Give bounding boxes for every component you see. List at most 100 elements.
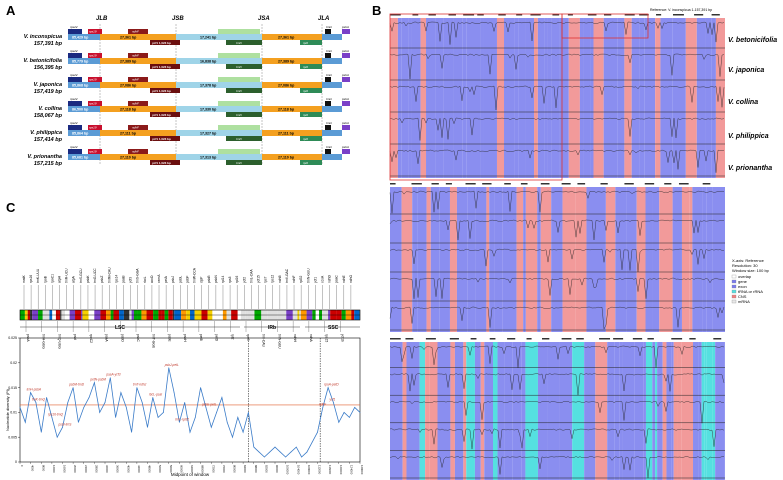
lsc-segment — [68, 58, 100, 64]
peak-label: rps16-trnQ — [48, 412, 64, 416]
gene-ndhF — [128, 149, 148, 154]
mvista-species-labels: V. betonicifolia V. japonica V. collina … — [728, 37, 777, 172]
ssc-segment — [176, 58, 262, 64]
peak-label: rpoA-petD — [324, 383, 339, 387]
legend-item-label: gene — [738, 279, 748, 284]
mvista-stripe — [435, 18, 444, 178]
mvista-stripe — [390, 342, 403, 480]
gene-rpl2-label: rpl2 — [303, 113, 308, 117]
x-tick-label: 60000 — [179, 465, 183, 473]
mvista-gene-arrow — [600, 183, 608, 185]
gene-trnH — [325, 29, 331, 34]
gene-rps19-label: rps19 — [89, 54, 97, 58]
mvista-gene-arrow — [689, 338, 696, 340]
mvista-gene-arrow — [516, 14, 523, 16]
mvista-stripe — [453, 18, 463, 178]
gene-rps19 — [88, 125, 102, 130]
panel-letter-c: C — [6, 200, 16, 215]
mvista-stripe — [419, 342, 426, 480]
legend-swatch — [731, 284, 737, 289]
gene-label-top: atpH — [58, 275, 62, 283]
gene-label-top: trnfM-CAU — [107, 267, 111, 283]
species-name: V. inconspicua — [24, 34, 62, 40]
mvista-gene-arrow — [624, 14, 635, 16]
diversity-point — [301, 456, 302, 458]
mvista-gene-arrow — [470, 338, 477, 340]
gene-rps19-label: rps19 — [89, 150, 97, 154]
gene-psbA-label: psbA — [341, 25, 349, 29]
gene-label-top: ndhE — [342, 274, 346, 283]
gene-rps22 — [68, 125, 82, 130]
mvista-identity-curve — [389, 149, 725, 173]
mvista-identity-curve — [389, 456, 724, 479]
legend-item-label: tRNA or rRNA — [738, 289, 763, 294]
diversity-point — [147, 426, 148, 428]
gene-label-top: accD — [150, 275, 154, 283]
ssc-segment — [176, 82, 262, 88]
gene-trnH — [325, 149, 331, 154]
panel-letter-a: A — [6, 3, 16, 18]
species-length: 157,419 bp — [34, 89, 63, 95]
diversity-point — [94, 382, 95, 383]
mvista-stripe — [655, 342, 658, 480]
gene-label-top: trnR-UCU — [65, 268, 69, 283]
mvista-stripe — [551, 187, 563, 332]
gene-label-top: trnG-UCC — [93, 268, 97, 283]
mvista-stripe — [693, 342, 699, 480]
mvista-stripe — [652, 187, 660, 332]
legend-swatch — [731, 294, 737, 299]
mvista-stripe — [592, 187, 606, 332]
chart-frame — [19, 337, 361, 463]
mvista-stripe — [705, 18, 712, 178]
lsc-length: 85,429 bp — [72, 36, 89, 40]
gene-label-top: ycf15 — [257, 275, 261, 283]
diversity-point — [258, 451, 260, 453]
gene-rpl2-label: rpl2 — [303, 137, 308, 141]
ira-length: 27,361 bp — [278, 36, 295, 40]
gene-psbA — [342, 53, 350, 58]
species-length: 156,395 bp — [34, 65, 63, 71]
mvista-stripe — [454, 342, 464, 480]
gene-label-top: psbK — [86, 275, 90, 283]
mvista-gene-arrow — [561, 338, 572, 340]
peak-label: ndhF — [319, 402, 327, 406]
diversity-point — [88, 397, 90, 398]
mvista-stripe — [496, 18, 505, 178]
peak-label: rbcL-psaI — [149, 393, 162, 397]
mvista-stripe — [521, 342, 526, 480]
gene-label-bottom: rps3 — [246, 334, 250, 341]
mvista-stripe — [492, 342, 498, 480]
mvista-stripe — [698, 342, 702, 480]
mvista-stripe — [626, 187, 637, 332]
gene-rps22-label: rps22 — [70, 97, 78, 101]
mvista-block — [389, 183, 725, 332]
gene-ycf1 — [150, 112, 180, 117]
gene-rpl2 — [300, 64, 322, 69]
mvista-gene-arrow — [425, 338, 436, 340]
gene-rps22-label: rps22 — [70, 145, 78, 149]
gene-rps19-label: rps19 — [89, 78, 97, 82]
lsc-length: 86,500 bp — [72, 108, 89, 112]
diversity-point — [78, 421, 79, 423]
mvista-stripe — [390, 18, 398, 178]
gene-ndhF — [128, 125, 148, 130]
irb-segment — [100, 82, 176, 88]
diversity-point — [200, 387, 201, 388]
diversity-point — [40, 431, 42, 433]
gene-label-top: petA — [164, 275, 168, 283]
species-length: 157,391 bp — [34, 41, 63, 47]
mvista-stripe — [430, 187, 440, 332]
diversity-point — [120, 392, 122, 393]
gene-trnN — [226, 88, 262, 93]
gene-ndhF-label: ndhF — [132, 126, 139, 130]
gene-label-top: rpl32 — [299, 276, 303, 283]
mvista-identity-curve — [389, 277, 725, 299]
gene-ycf1 — [150, 136, 180, 141]
diversity-point — [125, 407, 127, 408]
gene-label-top: ycf2 — [242, 277, 246, 283]
diversity-point — [290, 451, 292, 453]
mvista-gene-arrow — [694, 14, 704, 16]
lsc-length: 85,864 bp — [72, 132, 89, 136]
gene-label-top: trnN-GUU — [306, 268, 310, 283]
